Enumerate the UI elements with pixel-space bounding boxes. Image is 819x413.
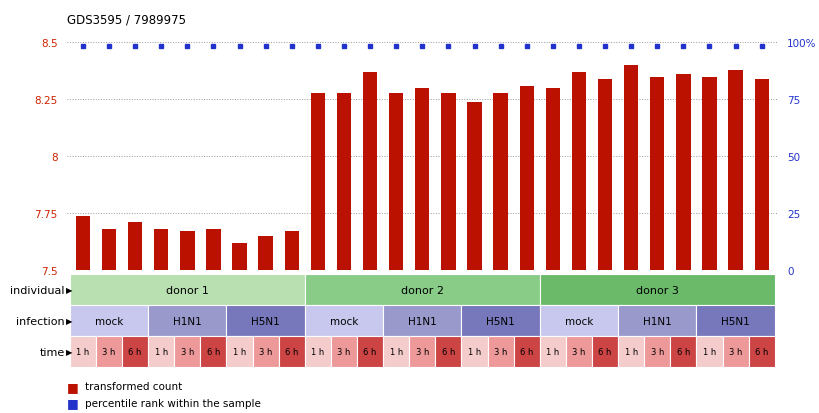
Text: ■: ■ — [67, 380, 79, 393]
Bar — [571, 73, 586, 271]
Text: 3 h: 3 h — [337, 348, 351, 356]
Bar — [337, 93, 351, 271]
Text: infection: infection — [16, 316, 65, 326]
Bar — [75, 216, 90, 271]
Text: H1N1: H1N1 — [642, 316, 671, 326]
Text: H5N1: H5N1 — [486, 316, 514, 326]
Bar — [623, 66, 637, 271]
Bar — [649, 78, 663, 271]
Text: 1 h: 1 h — [155, 348, 168, 356]
Text: 3 h: 3 h — [102, 348, 115, 356]
Text: donor 2: donor 2 — [400, 285, 443, 295]
Text: 3 h: 3 h — [572, 348, 585, 356]
Bar — [128, 223, 143, 271]
Text: 1 h: 1 h — [624, 348, 637, 356]
Text: 3 h: 3 h — [259, 348, 272, 356]
Text: ▶: ▶ — [66, 317, 73, 325]
Text: 6 h: 6 h — [676, 348, 690, 356]
Bar — [232, 243, 247, 271]
Bar — [727, 71, 742, 271]
Bar — [753, 80, 768, 271]
Bar — [545, 89, 559, 271]
Bar — [102, 230, 116, 271]
Text: mock: mock — [564, 316, 592, 326]
Text: H5N1: H5N1 — [721, 316, 749, 326]
Bar — [154, 230, 168, 271]
Text: 3 h: 3 h — [493, 348, 507, 356]
Text: 6 h: 6 h — [598, 348, 611, 356]
Text: 6 h: 6 h — [519, 348, 533, 356]
Bar — [441, 93, 455, 271]
Text: 6 h: 6 h — [363, 348, 376, 356]
Text: 3 h: 3 h — [728, 348, 741, 356]
Text: 3 h: 3 h — [649, 348, 663, 356]
Text: 1 h: 1 h — [76, 348, 89, 356]
Bar — [310, 93, 324, 271]
Text: percentile rank within the sample: percentile rank within the sample — [85, 398, 260, 408]
Text: 6 h: 6 h — [754, 348, 767, 356]
Bar — [701, 78, 716, 271]
Bar — [597, 80, 612, 271]
Bar — [414, 89, 429, 271]
Bar — [206, 230, 220, 271]
Bar — [467, 102, 481, 271]
Bar — [493, 93, 507, 271]
Text: H1N1: H1N1 — [407, 316, 437, 326]
Text: time: time — [39, 347, 65, 357]
Text: 6 h: 6 h — [129, 348, 142, 356]
Text: H5N1: H5N1 — [251, 316, 280, 326]
Text: H1N1: H1N1 — [173, 316, 201, 326]
Bar — [284, 232, 299, 271]
Text: transformed count: transformed count — [85, 381, 183, 391]
Text: donor 3: donor 3 — [635, 285, 678, 295]
Text: ▶: ▶ — [66, 348, 73, 356]
Text: 6 h: 6 h — [206, 348, 219, 356]
Text: individual: individual — [11, 285, 65, 295]
Text: 1 h: 1 h — [702, 348, 715, 356]
Text: donor 1: donor 1 — [165, 285, 209, 295]
Text: 1 h: 1 h — [545, 348, 559, 356]
Bar — [363, 73, 377, 271]
Text: 1 h: 1 h — [389, 348, 402, 356]
Bar — [676, 75, 690, 271]
Text: ▶: ▶ — [66, 286, 73, 294]
Text: 1 h: 1 h — [468, 348, 481, 356]
Text: mock: mock — [329, 316, 358, 326]
Bar — [258, 236, 273, 271]
Text: 1 h: 1 h — [311, 348, 324, 356]
Text: 3 h: 3 h — [180, 348, 194, 356]
Text: 3 h: 3 h — [415, 348, 428, 356]
Bar — [180, 232, 194, 271]
Text: ■: ■ — [67, 396, 79, 409]
Text: mock: mock — [95, 316, 123, 326]
Text: 1 h: 1 h — [233, 348, 246, 356]
Bar — [519, 86, 533, 271]
Text: 6 h: 6 h — [441, 348, 455, 356]
Text: GDS3595 / 7989975: GDS3595 / 7989975 — [67, 14, 186, 27]
Text: 6 h: 6 h — [285, 348, 298, 356]
Bar — [388, 93, 403, 271]
